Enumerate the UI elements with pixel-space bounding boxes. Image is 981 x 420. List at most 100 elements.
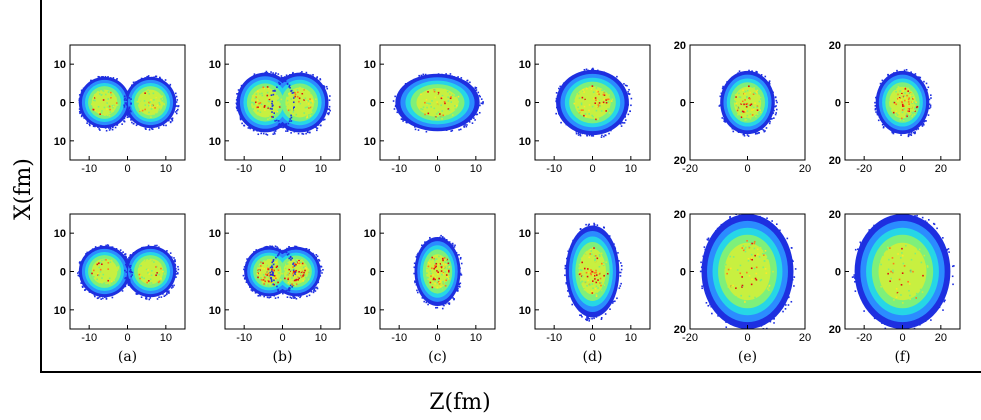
density-speck bbox=[262, 86, 265, 89]
density-speck bbox=[426, 276, 429, 279]
density-edge-speck bbox=[293, 295, 295, 297]
density-speck bbox=[763, 250, 765, 253]
density-speck bbox=[909, 108, 912, 111]
density-edge-speck bbox=[130, 103, 132, 105]
density-speck bbox=[156, 104, 159, 107]
density-speck bbox=[292, 111, 295, 113]
density-speck bbox=[723, 267, 726, 269]
density-speck bbox=[751, 114, 754, 116]
density-edge-speck bbox=[288, 289, 291, 292]
density-speck bbox=[756, 106, 758, 109]
density-edge-speck bbox=[596, 224, 599, 226]
density-edge-speck bbox=[175, 273, 177, 275]
density-speck bbox=[287, 278, 289, 281]
density-speck bbox=[110, 91, 112, 94]
density-speck bbox=[895, 89, 898, 92]
density-edge-speck bbox=[423, 297, 425, 300]
density-edge-speck bbox=[947, 248, 950, 250]
density-edge-speck bbox=[316, 77, 318, 79]
density-edge-speck bbox=[322, 269, 324, 271]
density-edge-speck bbox=[78, 108, 81, 110]
density-speck bbox=[419, 109, 422, 112]
x-tick-label: -10 bbox=[236, 163, 252, 175]
density-speck bbox=[743, 267, 746, 270]
density-speck bbox=[147, 263, 149, 266]
density-speck bbox=[586, 87, 588, 90]
density-speck bbox=[590, 273, 592, 276]
density-edge-speck bbox=[276, 86, 278, 89]
density-edge-speck bbox=[881, 123, 884, 126]
density-distribution bbox=[413, 234, 463, 310]
density-speck bbox=[311, 99, 313, 102]
density-edge-speck bbox=[948, 278, 950, 280]
density-speck bbox=[298, 259, 300, 262]
density-edge-speck bbox=[898, 71, 901, 74]
density-edge-speck bbox=[159, 79, 161, 81]
density-speck bbox=[273, 95, 275, 98]
y-tick-label: 10 bbox=[364, 136, 376, 148]
density-edge-speck bbox=[171, 119, 174, 121]
density-speck bbox=[251, 95, 254, 97]
density-edge-speck bbox=[557, 105, 559, 108]
density-speck bbox=[913, 113, 916, 116]
density-edge-speck bbox=[916, 214, 918, 217]
density-edge-speck bbox=[253, 128, 256, 131]
density-edge-speck bbox=[792, 260, 794, 263]
density-edge-speck bbox=[316, 127, 319, 130]
density-edge-speck bbox=[90, 79, 93, 82]
density-speck bbox=[926, 265, 929, 267]
density-speck bbox=[442, 277, 444, 280]
density-edge-speck bbox=[290, 132, 292, 134]
density-speck bbox=[272, 269, 275, 272]
density-edge-speck bbox=[292, 262, 295, 264]
density-speck bbox=[158, 108, 161, 111]
density-speck bbox=[907, 108, 910, 110]
density-edge-speck bbox=[80, 263, 82, 266]
density-edge-speck bbox=[79, 261, 81, 264]
density-edge-speck bbox=[137, 292, 140, 295]
density-edge-speck bbox=[466, 124, 468, 126]
density-speck bbox=[153, 94, 155, 97]
density-speck bbox=[899, 244, 902, 247]
density-edge-speck bbox=[123, 120, 126, 123]
density-speck bbox=[272, 275, 274, 277]
panel-10: -20 0 20 20 0 20 bbox=[666, 208, 811, 349]
density-edge-speck bbox=[753, 330, 755, 332]
density-edge-speck bbox=[136, 123, 139, 125]
density-edge-speck bbox=[247, 283, 250, 286]
density-edge-speck bbox=[310, 290, 313, 293]
density-edge-speck bbox=[574, 303, 576, 306]
density-edge-speck bbox=[938, 306, 941, 309]
density-speck bbox=[259, 271, 261, 274]
density-speck bbox=[284, 277, 286, 280]
density-edge-speck bbox=[620, 83, 623, 86]
density-edge-speck bbox=[272, 263, 275, 266]
y-tick-label: 0 bbox=[370, 267, 376, 279]
density-speck bbox=[601, 262, 603, 265]
density-edge-speck bbox=[161, 78, 163, 81]
density-speck bbox=[309, 98, 311, 100]
density-speck bbox=[738, 96, 741, 98]
density-speck bbox=[436, 286, 439, 289]
density-edge-speck bbox=[621, 121, 623, 124]
density-speck bbox=[435, 258, 438, 260]
panel-5: -20 0 20 20 0 20 bbox=[821, 39, 966, 180]
density-edge-speck bbox=[581, 315, 583, 318]
density-speck bbox=[587, 287, 589, 290]
density-speck bbox=[291, 107, 293, 110]
density-edge-speck bbox=[297, 73, 300, 76]
density-speck bbox=[274, 96, 276, 99]
density-speck bbox=[429, 102, 432, 105]
density-edge-speck bbox=[921, 216, 924, 219]
density-edge-speck bbox=[236, 103, 238, 106]
density-edge-speck bbox=[299, 296, 301, 299]
density-speck bbox=[902, 105, 904, 108]
density-speck bbox=[290, 271, 293, 273]
density-edge-speck bbox=[271, 265, 273, 268]
density-speck bbox=[261, 261, 264, 263]
density-speck bbox=[581, 280, 583, 283]
density-edge-speck bbox=[600, 318, 603, 320]
density-speck bbox=[744, 93, 746, 95]
density-speck bbox=[436, 281, 439, 284]
